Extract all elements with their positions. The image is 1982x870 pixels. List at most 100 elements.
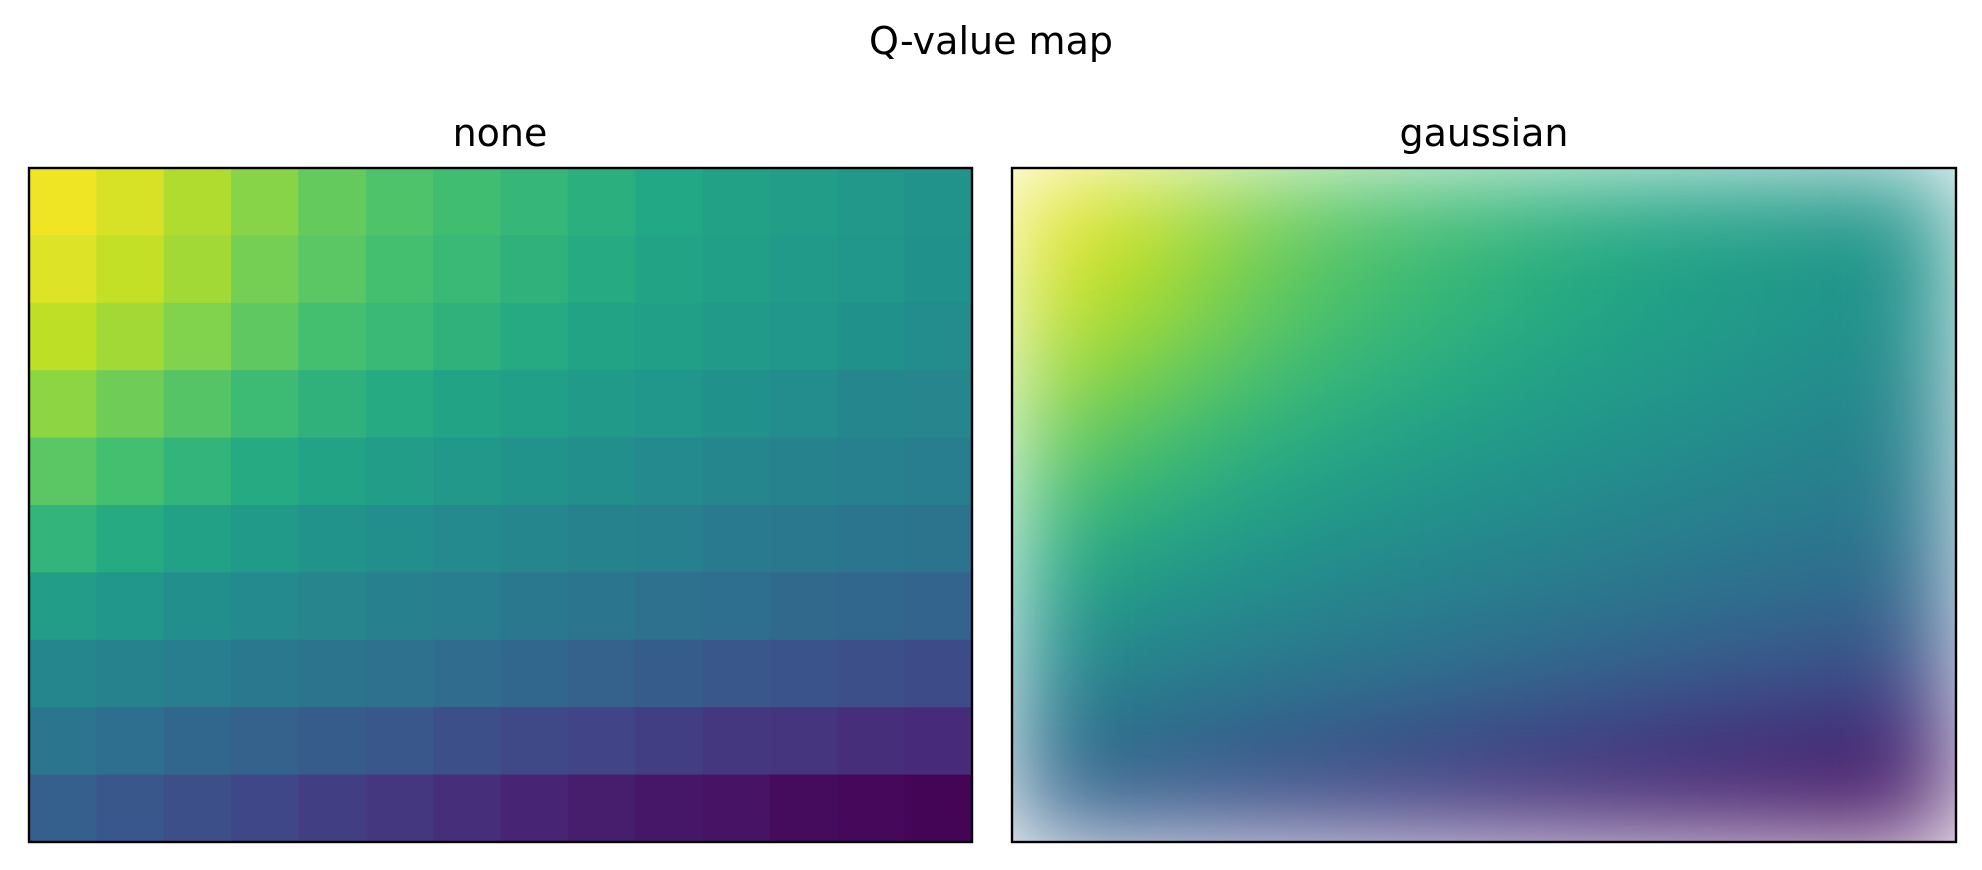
heatmap-cell: [635, 235, 704, 304]
heatmap-cell: [500, 707, 569, 776]
heatmap-cell: [635, 437, 704, 506]
heatmap-cell: [365, 572, 434, 641]
heatmap-cell: [567, 572, 636, 641]
heatmap-cell: [1146, 505, 1215, 573]
heatmap-cell: [96, 437, 165, 506]
heatmap-cell: [1484, 774, 1553, 842]
heatmap-cell: [1821, 774, 1890, 842]
heatmap-cell: [1079, 505, 1148, 573]
heatmap-cell: [231, 302, 300, 371]
heatmap-cell: [500, 235, 569, 304]
heatmap-cell: [1281, 774, 1350, 842]
heatmap-cell: [1349, 505, 1418, 573]
heatmap-cell: [1888, 302, 1956, 371]
heatmap-cell: [1012, 505, 1081, 573]
heatmap-cell: [365, 437, 434, 506]
heatmap-cell: [1821, 639, 1890, 708]
heatmap-cell: [1484, 168, 1553, 236]
heatmap-cell: [1753, 572, 1822, 641]
heatmap-cell: [702, 774, 771, 843]
heatmap-cell: [567, 774, 636, 843]
heatmap-cell: [1079, 774, 1148, 842]
heatmap-cell: [837, 774, 906, 843]
heatmap-cell: [1686, 168, 1755, 236]
heatmap-cell: [96, 235, 165, 304]
heatmap-cell: [29, 437, 97, 506]
heatmap-cell: [567, 235, 636, 304]
heatmap-cell: [1214, 168, 1283, 236]
heatmap-cell: [1079, 437, 1148, 506]
heatmap-cell: [837, 302, 906, 371]
heatmap-cell: [163, 302, 232, 371]
heatmap-cell: [231, 168, 300, 236]
heatmap-cell: [433, 572, 502, 641]
heatmap-cell: [1888, 707, 1956, 776]
heatmap-cell: [1551, 235, 1620, 304]
heatmap-cell: [567, 302, 636, 371]
heatmap-cell: [1618, 639, 1687, 708]
heatmap-cell: [769, 774, 838, 843]
heatmap-cell: [1686, 235, 1755, 304]
heatmap-cell: [769, 572, 838, 641]
heatmap-cell: [1888, 168, 1956, 236]
heatmap-cell: [1618, 505, 1687, 573]
heatmap-cell: [1618, 235, 1687, 304]
heatmap-cell: [1753, 707, 1822, 776]
heatmap-cell: [1551, 168, 1620, 236]
heatmap-cell: [904, 370, 973, 439]
heatmap-cell: [1416, 370, 1485, 439]
heatmap-cell: [365, 235, 434, 304]
panel-title-none: none: [453, 111, 548, 155]
heatmap-cell: [500, 572, 569, 641]
heatmap-cells-none: [29, 168, 973, 843]
heatmap-cell: [1349, 370, 1418, 439]
heatmap-cell: [1146, 370, 1215, 439]
heatmap-cell: [1484, 235, 1553, 304]
heatmap-cell: [1214, 437, 1283, 506]
heatmap-cell: [1618, 437, 1687, 506]
heatmap-cell: [1686, 302, 1755, 371]
heatmap-cell: [635, 168, 704, 236]
heatmap-cell: [635, 572, 704, 641]
heatmap-cell: [837, 168, 906, 236]
heatmap-cell: [1821, 572, 1890, 641]
heatmap-cell: [1753, 302, 1822, 371]
heatmap-cell: [96, 707, 165, 776]
heatmap-cell: [163, 572, 232, 641]
heatmap-cell: [433, 370, 502, 439]
heatmap-cell: [1349, 168, 1418, 236]
heatmap-cell: [1686, 774, 1755, 842]
heatmap-cell: [904, 505, 973, 573]
heatmap-cell: [1416, 302, 1485, 371]
heatmap-cell: [1214, 774, 1283, 842]
heatmap-cell: [837, 639, 906, 708]
heatmap-cell: [769, 505, 838, 573]
heatmap-cell: [1888, 505, 1956, 573]
heatmap-cell: [702, 639, 771, 708]
heatmap-cell: [1753, 505, 1822, 573]
heatmap-cell: [1484, 437, 1553, 506]
heatmap-cell: [1686, 707, 1755, 776]
heatmap-cell: [769, 639, 838, 708]
panel-title-gaussian: gaussian: [1399, 111, 1568, 155]
heatmap-cell: [1012, 302, 1081, 371]
heatmap-cell: [1753, 437, 1822, 506]
heatmap-cell: [702, 437, 771, 506]
heatmap-cell: [1146, 707, 1215, 776]
heatmap-cell: [500, 370, 569, 439]
heatmap-cell: [231, 774, 300, 843]
chart-suptitle: Q-value map: [869, 19, 1113, 63]
heatmap-cell: [904, 437, 973, 506]
heatmap-cell: [837, 572, 906, 641]
heatmap-cell: [769, 302, 838, 371]
heatmap-cell: [1012, 639, 1081, 708]
heatmap-cell: [29, 505, 97, 573]
heatmap-cell: [1146, 572, 1215, 641]
heatmap-cell: [837, 505, 906, 573]
heatmap-cell: [1214, 572, 1283, 641]
heatmap-cell: [298, 437, 367, 506]
heatmap-cell: [96, 639, 165, 708]
heatmap-panel-none: none: [27, 111, 974, 844]
heatmap-cell: [635, 639, 704, 708]
heatmap-cell: [1012, 572, 1081, 641]
